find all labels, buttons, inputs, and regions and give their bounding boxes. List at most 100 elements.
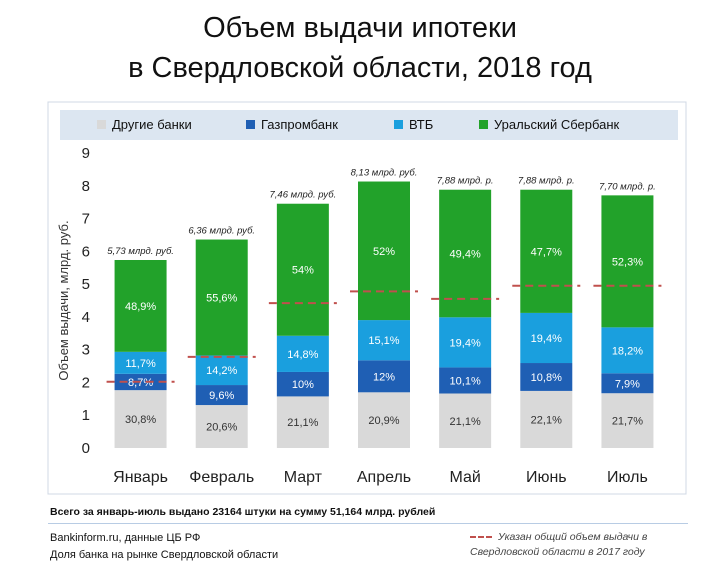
footer-total-note: Всего за январь-июль выдано 23164 штуки … (50, 506, 436, 518)
bar-6-label-3: 52,3% (612, 256, 643, 268)
y-tick-label-4: 4 (82, 309, 90, 326)
reference-note-line2: Свердловской области в 2017 году (470, 546, 645, 558)
bar-6-segment-3 (601, 195, 654, 328)
bar-5-total-label: 7,88 млрд. р. (518, 176, 575, 187)
bar-4-label-0: 21,1% (450, 416, 481, 428)
bar-0-label-3: 48,9% (125, 301, 156, 313)
y-tick-label-9: 9 (82, 145, 90, 162)
bar-4-label-1: 10,1% (450, 375, 481, 387)
bar-0-segment-2 (114, 351, 167, 374)
bar-1-label-0: 20,6% (206, 422, 237, 434)
bar-3-segment-1 (358, 360, 410, 393)
bar-6-label-0: 21,7% (612, 416, 643, 428)
bar-6-segment-2 (601, 327, 654, 374)
bar-5-label-0: 22,1% (531, 414, 562, 426)
x-tick-label-2: Март (284, 469, 323, 486)
bar-5-label-2: 19,4% (531, 333, 562, 345)
bar-2-label-0: 21,1% (287, 417, 318, 429)
bar-0-label-2: 11,7% (125, 358, 156, 370)
footer-source-line1: Bankinform.ru, данные ЦБ РФ (50, 532, 201, 544)
chart-title-line1: Объем выдачи ипотеки (203, 12, 517, 44)
bar-5-segment-3 (520, 189, 573, 313)
bar-1-segment-2 (195, 355, 248, 386)
bar-1-label-2: 14,2% (206, 365, 237, 377)
bar-2-label-2: 14,8% (287, 349, 318, 361)
y-tick-label-1: 1 (82, 407, 90, 424)
bar-2-label-3: 54% (292, 265, 314, 277)
bar-4-segment-2 (439, 317, 492, 368)
footer-divider (48, 523, 688, 524)
legend-label-0: Другие банки (112, 117, 192, 132)
bar-3-label-1: 12% (373, 371, 395, 383)
x-tick-label-3: Апрель (357, 469, 411, 486)
bar-1-label-3: 55,6% (206, 292, 237, 304)
bar-3-label-0: 20,9% (368, 415, 399, 427)
reference-line-legend: Указан общий объем выдачи в Свердловской… (470, 530, 647, 560)
y-tick-label-0: 0 (82, 440, 90, 457)
x-tick-label-4: Май (449, 469, 480, 486)
bar-4-label-3: 49,4% (450, 249, 481, 261)
stacked-bar-chart: Другие банки Газпромбанк ВТБ Уральский Сбер… (47, 101, 687, 495)
chart-title: Объем выдачи ипотеки в Свердловской обла… (0, 8, 720, 88)
bar-6-segment-1 (601, 373, 654, 394)
bar-0-total-label: 5,73 млрд. руб. (107, 246, 174, 257)
bar-6-total-label: 7,70 млрд. р. (599, 182, 656, 193)
y-tick-label-3: 3 (82, 342, 90, 359)
bar-1-segment-3 (195, 239, 248, 356)
bar-5-segment-1 (520, 363, 573, 391)
legend-swatch-0 (97, 120, 106, 129)
y-tick-label-6: 6 (82, 243, 90, 260)
bar-6-label-2: 18,2% (612, 345, 643, 357)
legend-swatch-3 (479, 120, 488, 129)
bar-3-label-2: 15,1% (368, 335, 399, 347)
bar-4-label-2: 19,4% (450, 337, 481, 349)
reference-note-line1: Указан общий объем выдачи в (498, 531, 648, 543)
bar-4-total-label: 7,88 млрд. р. (437, 176, 494, 187)
bar-1-segment-0 (195, 405, 248, 448)
bar-4-segment-1 (439, 367, 492, 394)
y-tick-label-7: 7 (82, 211, 90, 228)
bar-5-label-3: 47,7% (531, 246, 562, 258)
bar-4-segment-0 (439, 393, 492, 448)
bar-0-segment-0 (114, 390, 167, 448)
bar-2-segment-1 (276, 371, 329, 397)
legend-swatch-1 (246, 120, 255, 129)
y-tick-label-2: 2 (82, 374, 90, 391)
bar-2-segment-3 (276, 203, 329, 336)
y-axis-title: Объем выдачи, млрд. руб. (56, 220, 71, 380)
bar-5-label-1: 10,8% (531, 372, 562, 384)
legend-band (60, 110, 678, 140)
bar-0-label-0: 30,8% (125, 414, 156, 426)
bar-4-segment-3 (439, 189, 492, 318)
bar-6-segment-0 (601, 393, 654, 448)
bar-0-segment-3 (114, 259, 167, 352)
bar-1-total-label: 6,36 млрд. руб. (188, 226, 255, 237)
legend-swatch-2 (394, 120, 403, 129)
bar-1-segment-1 (195, 385, 248, 406)
bar-3-label-3: 52% (373, 246, 395, 258)
bar-5-segment-0 (520, 390, 573, 448)
bar-5-segment-2 (520, 312, 573, 364)
bar-2-segment-2 (276, 335, 329, 372)
legend-label-1: Газпромбанк (261, 117, 338, 132)
x-tick-label-1: Февраль (189, 469, 254, 486)
bar-2-segment-0 (276, 396, 329, 448)
bar-3-segment-3 (358, 181, 410, 321)
bar-3-segment-0 (358, 392, 410, 448)
x-tick-label-0: Январь (113, 469, 168, 486)
bar-2-total-label: 7,46 млрд. руб. (269, 189, 336, 200)
bar-2-label-1: 10% (292, 379, 314, 391)
footer-source-line2: Доля банка на рынке Свердловской области (50, 549, 279, 561)
bar-3-segment-2 (358, 320, 410, 361)
y-tick-label-5: 5 (82, 276, 90, 293)
bar-1-label-1: 9,6% (209, 390, 234, 402)
footer-source: Bankinform.ru, данные ЦБ РФ Доля банка н… (50, 530, 278, 564)
bar-6-label-1: 7,9% (615, 378, 640, 390)
x-tick-label-5: Июнь (526, 469, 567, 486)
reference-dash-icon (470, 536, 492, 539)
legend-label-2: ВТБ (409, 117, 433, 132)
y-tick-label-8: 8 (82, 178, 90, 195)
legend-label-3: Уральский Сбербанк (494, 117, 620, 132)
bar-3-total-label: 8,13 млрд. руб. (351, 168, 418, 179)
x-tick-label-6: Июль (607, 469, 648, 486)
